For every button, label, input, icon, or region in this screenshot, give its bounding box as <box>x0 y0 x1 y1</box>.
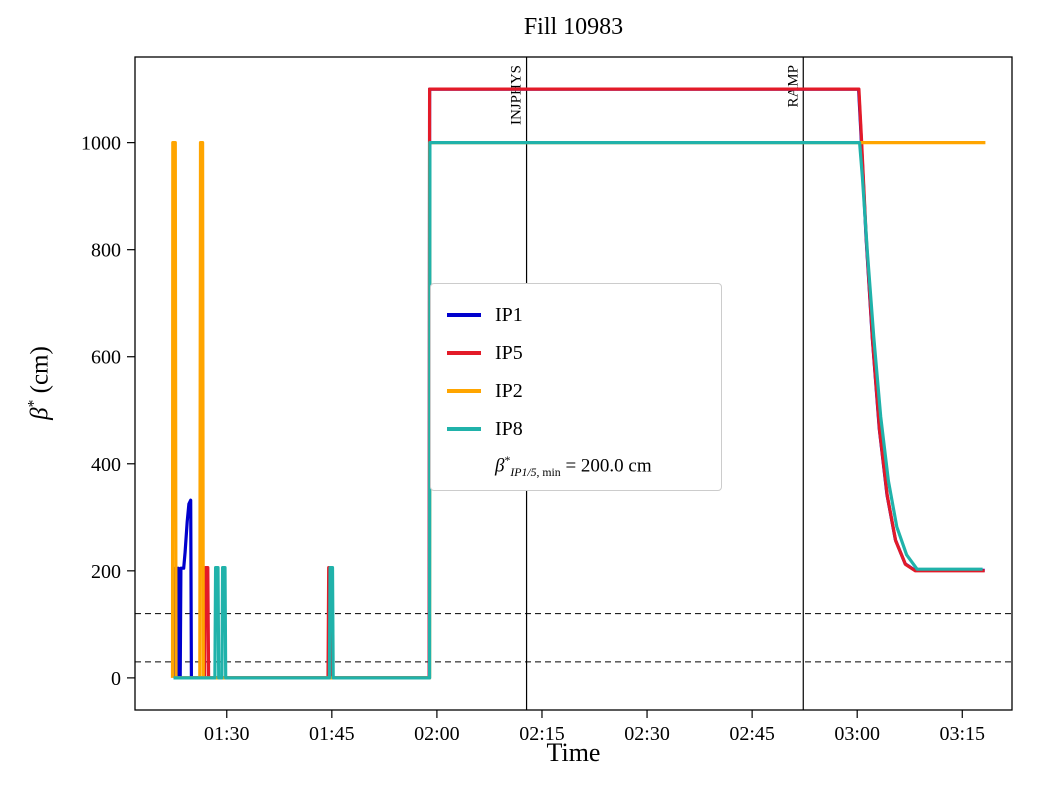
note-sub-plain: , min <box>536 466 561 480</box>
y-tick-label: 0 <box>111 668 121 690</box>
chart-title: Fill 10983 <box>523 14 624 40</box>
x-tick-label: 01:45 <box>309 723 355 745</box>
vline-label-injphys: INJPHYS <box>509 65 525 125</box>
legend-line-swatch-ip8 <box>447 427 481 431</box>
legend-label-ip2: IP2 <box>495 379 523 402</box>
axes-frame <box>134 56 1013 711</box>
legend-label-ip8: IP8 <box>495 417 523 440</box>
legend-line-swatch-ip1 <box>447 313 481 317</box>
star-superscript: * <box>25 399 43 408</box>
y-axis-label: β* (cm) <box>25 346 54 420</box>
series-line-ip8 <box>173 141 983 680</box>
legend-note-beta-min: β*IP1/5, min = 200.0 cm <box>447 454 705 480</box>
y-axis-units: (cm) <box>26 346 54 400</box>
note-sub-italic: IP1/5 <box>510 466 537 480</box>
y-tick-label: 800 <box>91 240 121 262</box>
x-tick-label: 02:15 <box>519 723 565 745</box>
x-tick-label: 02:00 <box>414 723 460 745</box>
legend-item-ip5: IP5 <box>447 334 705 372</box>
legend: IP1 IP5 IP2 IP8 β*IP1/5, min = 200.0 cm <box>430 283 722 492</box>
note-star: * <box>504 454 511 467</box>
legend-line-swatch-ip2 <box>447 389 481 393</box>
y-tick-label: 1000 <box>81 133 121 155</box>
y-tick-label: 400 <box>91 454 121 476</box>
legend-line-swatch-ip5 <box>447 351 481 355</box>
legend-item-ip2: IP2 <box>447 372 705 410</box>
beta-symbol: β <box>26 407 54 420</box>
x-tick-label: 01:30 <box>204 723 250 745</box>
vline-label-ramp: RAMP <box>785 65 801 108</box>
legend-item-ip1: IP1 <box>447 296 705 334</box>
series-line-ip5 <box>173 87 985 680</box>
note-beta-symbol: β <box>495 455 505 477</box>
legend-label-ip1: IP1 <box>495 303 523 326</box>
y-tick-label: 200 <box>91 561 121 583</box>
legend-label-ip5: IP5 <box>495 341 523 364</box>
x-axis-label: Time <box>546 738 601 767</box>
x-tick-label: 02:30 <box>624 723 670 745</box>
x-tick-label: 03:00 <box>834 723 880 745</box>
note-value: = 200.0 cm <box>560 455 652 477</box>
y-tick-label: 600 <box>91 347 121 369</box>
x-tick-label: 03:15 <box>939 723 985 745</box>
x-tick-label: 02:45 <box>729 723 775 745</box>
legend-item-ip8: IP8 <box>447 410 705 448</box>
